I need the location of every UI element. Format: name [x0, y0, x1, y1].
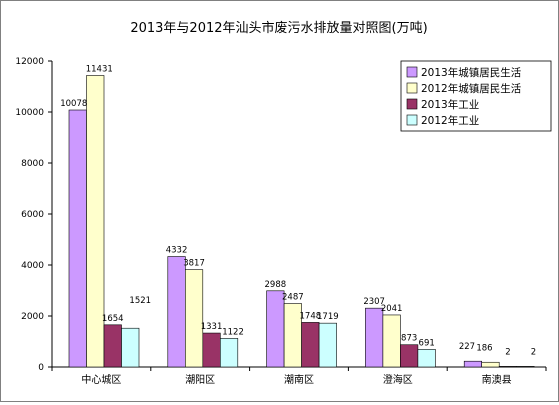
- bar: [301, 322, 320, 368]
- bar: [121, 327, 140, 368]
- y-tick-label: 4000: [21, 261, 44, 271]
- data-label: 227: [459, 342, 475, 352]
- data-label: 1122: [222, 327, 244, 337]
- legend-label: 2012年工业: [421, 114, 479, 127]
- data-label: 873: [401, 334, 417, 344]
- data-label: 2487: [282, 293, 304, 303]
- legend: 2013年城镇居民生活 2012年城镇居民生活 2013年工业 2012年工业: [400, 60, 552, 132]
- data-label: 10078: [60, 99, 87, 109]
- bar: [220, 338, 239, 368]
- bar: [103, 324, 122, 368]
- legend-swatch: [406, 66, 418, 78]
- data-label: 691: [419, 338, 435, 348]
- data-label: 4332: [166, 246, 188, 256]
- bar: [318, 322, 337, 368]
- y-tick-label: 12000: [15, 57, 44, 67]
- data-label: 2: [531, 347, 536, 357]
- bar: [185, 269, 204, 368]
- legend-label: 2013年工业: [421, 98, 479, 111]
- x-tick-label: 潮阳区: [185, 373, 215, 386]
- data-label: 2307: [363, 297, 385, 307]
- bars: [68, 75, 535, 368]
- legend-swatch: [406, 114, 418, 126]
- data-label: 3817: [183, 259, 205, 269]
- bar: [417, 349, 436, 368]
- axes: 0 2000 4000 6000 8000 10000 12000 中心城区 潮阳区 潮南区 澄海区…: [15, 57, 547, 386]
- data-label: 1748: [300, 311, 322, 321]
- bar: [400, 344, 419, 368]
- legend-label: 2013年城镇居民生活: [421, 66, 522, 79]
- legend-swatch: [406, 82, 418, 94]
- data-label: 1654: [102, 314, 124, 324]
- legend-swatch: [406, 98, 418, 110]
- bar: [202, 332, 221, 368]
- bar: [498, 366, 518, 368]
- y-tick-label: 0: [38, 363, 44, 373]
- bar: [382, 314, 401, 368]
- bar: [481, 361, 500, 368]
- x-tick-label: 中心城区: [81, 373, 121, 386]
- x-tick-label: 澄海区: [383, 373, 413, 386]
- y-tick-label: 10000: [15, 108, 44, 118]
- legend-box: [400, 60, 552, 132]
- legend-label: 2012年城镇居民生活: [421, 82, 522, 95]
- data-label: 1719: [317, 312, 339, 322]
- y-tick-label: 8000: [21, 159, 44, 169]
- y-tick-label: 2000: [21, 312, 44, 322]
- data-label: 2041: [381, 304, 403, 314]
- data-label: 1521: [129, 296, 151, 306]
- bar: [365, 307, 384, 368]
- data-label: 2: [505, 347, 510, 357]
- data-label: 11431: [86, 65, 113, 75]
- chart-title: 2013年与2012年汕头市废污水排放量对照图(万吨): [130, 20, 427, 36]
- y-tick-label: 6000: [21, 210, 44, 220]
- bar: [68, 109, 87, 368]
- bar: [463, 360, 483, 368]
- bar: [167, 256, 186, 368]
- bar: [516, 366, 535, 368]
- bar: [86, 75, 105, 368]
- data-label: 2988: [265, 280, 287, 290]
- x-tick-label: 潮南区: [284, 373, 314, 386]
- data-label: 1331: [201, 322, 223, 332]
- data-label: 186: [476, 343, 492, 353]
- x-tick-label: 南澳县: [482, 373, 512, 386]
